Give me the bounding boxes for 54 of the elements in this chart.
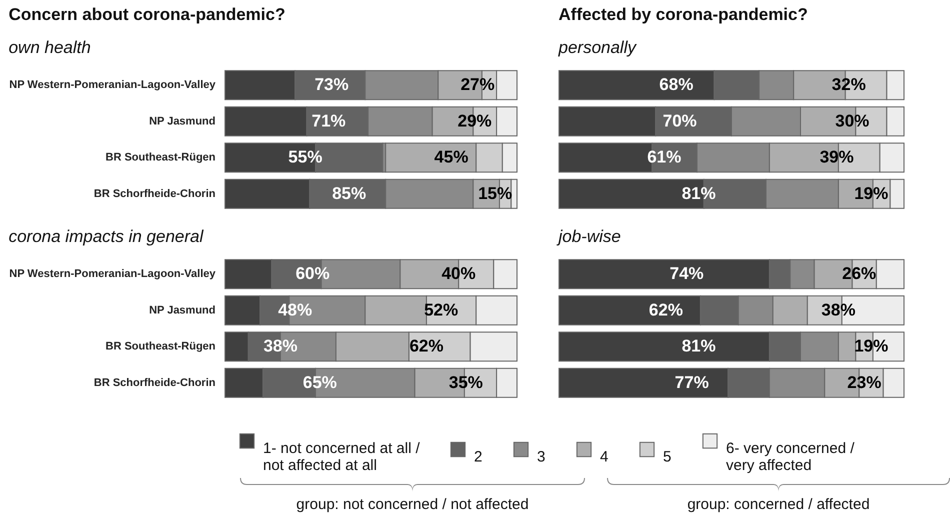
annotation: 29% (458, 111, 492, 130)
legend-label: 4 (600, 448, 608, 466)
annotation: 52% (424, 300, 458, 320)
annotation: 19% (854, 184, 888, 203)
y-tick-label: BR Schorfheide-Chorin (94, 376, 216, 389)
chart-subtitle: corona impacts in general (8, 227, 204, 246)
y-tick-label: NP Western-Pomeranian-Lagoon-Valley (9, 79, 216, 92)
annotation: 62% (409, 336, 444, 356)
annotation: 35% (448, 372, 483, 392)
annotation: 73% (314, 75, 349, 94)
annotation: 65% (302, 372, 337, 392)
legend-label: 2 (474, 448, 482, 466)
y-tick-label: BR Southeast-Rügen (106, 152, 216, 164)
text: group: concerned / affected (686, 496, 871, 513)
annotation: 81% (682, 336, 716, 356)
chart-title: Concern about corona-pandemic? (8, 5, 286, 24)
annotation: 81% (682, 184, 716, 203)
annotation: 70% (662, 111, 697, 130)
chart-subtitle: job-wise (556, 227, 621, 246)
annotation: 39% (820, 148, 854, 167)
chart-subtitle: personally (558, 38, 638, 57)
y-tick-label: BR Schorfheide-Chorin (94, 188, 216, 200)
annotation: 77% (674, 372, 709, 392)
annotation: 74% (670, 264, 704, 284)
y-tick-label: NP Jasmund (149, 304, 216, 316)
annotation: 38% (821, 300, 856, 320)
legend-label: 6- very concerned / very affected (726, 440, 856, 474)
annotation: 60% (296, 264, 330, 284)
annotation: 48% (278, 300, 312, 320)
annotation: 61% (647, 148, 682, 167)
annotation: 62% (648, 300, 683, 320)
chart-title: Affected by corona-pandemic? (558, 5, 808, 24)
y-tick-label: NP Jasmund (149, 115, 216, 128)
annotation: 30% (835, 111, 870, 130)
annotation: 71% (312, 111, 346, 130)
text: own health (8, 38, 91, 57)
legend-label: 3 (537, 448, 546, 466)
annotation: 27% (460, 75, 495, 94)
annotation: 15% (478, 184, 512, 203)
annotation: 45% (434, 148, 468, 167)
annotation: 40% (442, 264, 476, 284)
legend-label: 1- not concerned at all / not affected at all (263, 440, 421, 474)
annotation: 38% (263, 336, 298, 356)
y-tick-label: NP Western-Pomeranian-Lagoon-Valley (9, 268, 216, 280)
annotation: 55% (288, 148, 322, 167)
annotation: 26% (842, 264, 876, 284)
y-tick-label: BR Southeast-Rügen (106, 340, 216, 353)
annotation: 85% (332, 184, 366, 203)
legend-label: 5 (663, 448, 672, 466)
text: group: not concerned / not affected (295, 496, 530, 513)
annotation: 32% (832, 75, 866, 94)
annotation: 68% (659, 75, 694, 94)
annotation: 19% (854, 336, 888, 356)
annotation: 23% (847, 372, 882, 392)
